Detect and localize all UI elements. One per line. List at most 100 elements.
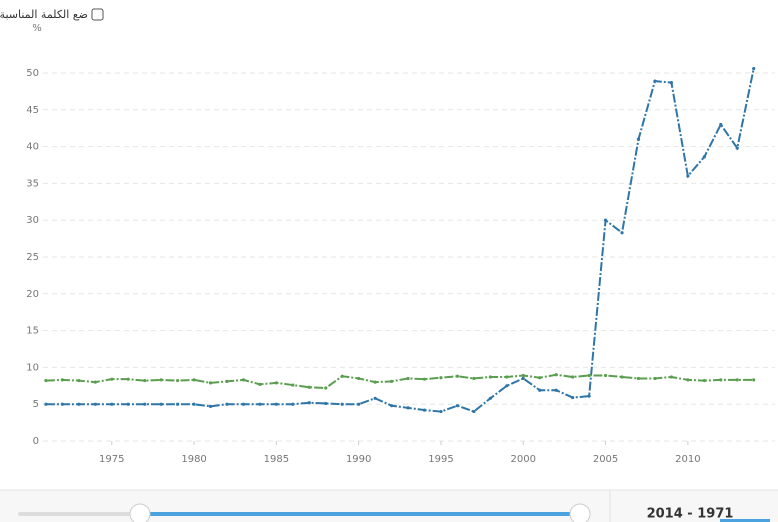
data-point	[669, 80, 674, 85]
series-line	[45, 68, 755, 413]
data-point	[636, 137, 641, 141]
data-point	[406, 406, 410, 410]
data-point	[752, 66, 756, 71]
data-point	[752, 378, 756, 382]
data-point	[110, 402, 114, 406]
data-point	[93, 380, 97, 384]
data-point	[735, 378, 739, 382]
data-point	[44, 402, 48, 406]
y-tick-label: 40	[26, 142, 39, 153]
x-tick-label: 2005	[593, 454, 618, 465]
data-point	[521, 376, 525, 381]
data-point	[603, 373, 608, 378]
data-point	[686, 378, 690, 382]
data-point	[702, 155, 706, 159]
data-point	[636, 376, 641, 381]
data-point	[159, 402, 163, 406]
data-point	[192, 402, 196, 406]
data-point	[439, 376, 443, 380]
data-point	[406, 376, 410, 381]
data-point	[143, 402, 147, 406]
data-point	[538, 388, 542, 392]
data-point	[571, 395, 575, 400]
data-point	[340, 374, 344, 378]
series-line	[45, 373, 754, 390]
data-point	[389, 379, 394, 383]
data-point	[373, 396, 377, 400]
x-tick-label: 1985	[264, 454, 289, 465]
slider-handle[interactable]	[129, 503, 151, 522]
y-tick-label: 25	[26, 252, 39, 263]
data-point	[60, 378, 64, 382]
data-point	[538, 376, 542, 380]
data-point	[77, 379, 81, 383]
data-point	[472, 376, 476, 381]
data-point	[587, 394, 591, 398]
data-point	[719, 378, 723, 382]
x-tick-label: 1990	[346, 454, 371, 465]
data-point	[554, 388, 558, 392]
data-point	[159, 378, 163, 382]
data-point	[225, 379, 229, 383]
checkbox[interactable]	[91, 8, 104, 21]
data-point	[571, 375, 575, 379]
data-point	[110, 377, 114, 381]
data-point	[93, 402, 97, 406]
data-point	[192, 378, 196, 382]
data-point	[439, 409, 443, 414]
data-point	[686, 174, 690, 178]
data-point	[603, 218, 608, 222]
data-point	[488, 396, 492, 400]
y-tick-label: 0	[33, 436, 39, 447]
data-point	[340, 402, 344, 406]
data-point	[620, 375, 624, 379]
data-point	[505, 384, 509, 388]
range-label: 2014 - 1971	[647, 507, 734, 522]
x-tick-label: 1980	[181, 454, 206, 465]
data-point	[176, 402, 180, 406]
y-tick-label: 20	[26, 289, 39, 300]
data-point	[291, 383, 295, 387]
checkbox-label[interactable]: ضع الكلمة المناسبة	[0, 8, 88, 21]
x-tick-label: 1975	[99, 454, 124, 465]
data-point	[241, 402, 246, 406]
y-tick-label: 35	[26, 178, 39, 189]
y-tick-label: 50	[26, 68, 39, 79]
data-point	[208, 381, 213, 385]
x-tick-label: 1995	[428, 454, 453, 465]
data-point	[389, 404, 394, 408]
x-tick-label: 2010	[675, 454, 700, 465]
data-point	[274, 381, 278, 385]
data-point	[357, 402, 361, 406]
data-point	[307, 385, 311, 389]
x-tick-label: 2000	[511, 454, 536, 465]
slider-handle[interactable]	[569, 503, 591, 522]
data-point	[274, 402, 278, 406]
data-point	[587, 373, 591, 378]
data-point	[422, 377, 427, 381]
data-point	[669, 375, 674, 379]
data-point	[225, 402, 229, 406]
data-point	[422, 408, 427, 412]
data-point	[208, 404, 213, 409]
data-point	[60, 402, 64, 406]
y-unit-label: %	[32, 23, 42, 34]
data-point	[44, 379, 48, 383]
data-point	[554, 373, 558, 377]
y-tick-label: 30	[26, 215, 39, 226]
data-point	[521, 373, 525, 378]
data-point	[735, 146, 739, 150]
data-point	[505, 375, 509, 379]
y-tick-label: 5	[33, 399, 39, 410]
slider-range	[140, 512, 580, 516]
y-tick-label: 10	[26, 362, 39, 373]
data-point	[258, 382, 262, 386]
data-point	[324, 386, 328, 390]
data-point	[126, 402, 130, 406]
data-point	[373, 380, 377, 384]
data-point	[702, 379, 706, 383]
data-point	[472, 409, 476, 414]
data-point	[719, 122, 723, 127]
y-tick-label: 45	[26, 105, 39, 116]
data-point	[307, 401, 311, 405]
